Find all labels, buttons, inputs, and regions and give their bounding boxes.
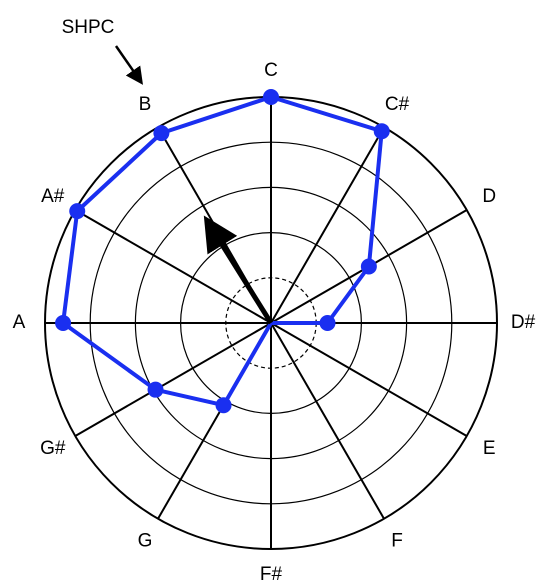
resultant-vector bbox=[203, 215, 274, 325]
category-label: B bbox=[139, 94, 152, 115]
data-point bbox=[319, 315, 336, 331]
data-point bbox=[147, 381, 164, 398]
category-label: A bbox=[13, 312, 26, 333]
data-point bbox=[69, 203, 86, 220]
category-label: C# bbox=[385, 94, 410, 115]
spoke bbox=[270, 126, 385, 324]
category-label: E bbox=[483, 438, 496, 459]
category-label: D# bbox=[511, 312, 536, 333]
annotation: SHPC bbox=[62, 17, 115, 38]
category-label: G# bbox=[40, 438, 66, 459]
spoke bbox=[270, 322, 385, 520]
category-label: G bbox=[138, 530, 153, 551]
spoke bbox=[74, 209, 272, 324]
data-point bbox=[215, 397, 232, 414]
category-label: D bbox=[482, 186, 496, 207]
category-label: F# bbox=[260, 564, 283, 585]
data-point bbox=[373, 123, 390, 140]
data-point bbox=[153, 125, 170, 142]
category-label: F bbox=[391, 530, 403, 551]
data-point bbox=[55, 315, 72, 331]
spoke bbox=[270, 322, 468, 437]
data-point bbox=[263, 89, 279, 105]
annotation-arrow bbox=[114, 45, 143, 85]
category-label: C bbox=[264, 60, 278, 81]
category-label: A# bbox=[41, 186, 65, 207]
data-point bbox=[360, 258, 377, 275]
spoke bbox=[74, 322, 272, 437]
